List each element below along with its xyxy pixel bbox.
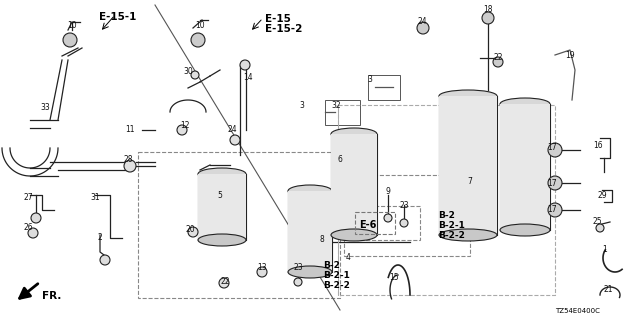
Circle shape [100,255,110,265]
Text: 32: 32 [331,100,341,109]
Text: 25: 25 [592,218,602,227]
Bar [325,100,360,125]
Ellipse shape [198,168,246,180]
Ellipse shape [198,234,246,246]
Text: 23: 23 [293,263,303,273]
Circle shape [230,135,240,145]
Circle shape [257,267,267,277]
Text: B-2-1: B-2-1 [323,271,350,280]
Text: 7: 7 [468,178,472,187]
Bar [500,104,550,230]
Circle shape [548,176,562,190]
Text: 1: 1 [603,245,607,254]
Bar [439,96,497,235]
Text: B-2: B-2 [323,261,340,270]
Circle shape [240,60,250,70]
Circle shape [417,22,429,34]
Circle shape [548,143,562,157]
Text: 22: 22 [220,277,230,286]
Text: B-2-2: B-2-2 [438,231,465,240]
Circle shape [177,125,187,135]
Text: 18: 18 [483,5,493,14]
Text: 3: 3 [367,76,372,84]
Text: 10: 10 [67,20,77,29]
Bar [355,212,395,234]
Text: 6: 6 [337,156,342,164]
Text: 17: 17 [547,179,557,188]
Circle shape [493,57,503,67]
Text: 11: 11 [125,125,135,134]
Text: 10: 10 [195,20,205,29]
Text: 21: 21 [604,285,612,294]
Ellipse shape [331,229,377,241]
Text: 12: 12 [180,121,189,130]
Text: 19: 19 [565,51,575,60]
Circle shape [219,278,229,288]
Text: E-15-1: E-15-1 [99,12,137,22]
Circle shape [31,213,41,223]
Text: 23: 23 [399,201,409,210]
Text: 4: 4 [346,253,351,262]
Text: 13: 13 [257,263,267,273]
Ellipse shape [331,128,377,140]
Text: 28: 28 [124,156,132,164]
Text: 27: 27 [23,194,33,203]
Circle shape [400,219,408,227]
Text: E-15: E-15 [265,14,291,24]
Text: 26: 26 [23,223,33,233]
Text: 9: 9 [385,188,390,196]
Circle shape [191,33,205,47]
Bar [198,174,246,240]
Text: 17: 17 [547,143,557,153]
Bar [138,152,340,298]
Bar [338,105,555,295]
Circle shape [596,224,604,232]
Circle shape [28,228,38,238]
Text: 24: 24 [227,125,237,134]
Ellipse shape [500,224,550,236]
Circle shape [124,160,136,172]
Circle shape [294,278,302,286]
Bar [331,134,377,235]
Ellipse shape [439,90,497,102]
Text: B-2: B-2 [438,211,455,220]
Text: 24: 24 [417,18,427,27]
Text: TZ54E0400C: TZ54E0400C [555,308,600,314]
Bar [368,75,400,100]
Ellipse shape [500,98,550,110]
Ellipse shape [288,266,332,278]
Bar [288,191,332,272]
Text: 20: 20 [185,226,195,235]
Circle shape [548,203,562,217]
Circle shape [482,12,494,24]
Text: 17: 17 [547,205,557,214]
Ellipse shape [288,185,332,197]
Text: 22: 22 [493,53,503,62]
Circle shape [188,227,198,237]
Text: 30: 30 [183,68,193,76]
Text: 29: 29 [597,190,607,199]
Text: 8: 8 [319,236,324,244]
Text: 5: 5 [218,190,223,199]
Text: E-15-2: E-15-2 [265,24,302,34]
Circle shape [63,33,77,47]
Circle shape [384,214,392,222]
Text: 15: 15 [389,274,399,283]
Text: 14: 14 [243,74,253,83]
Text: B-2-1: B-2-1 [438,221,465,230]
Text: 33: 33 [40,103,50,113]
Text: E-6: E-6 [359,220,377,230]
Text: 16: 16 [593,140,603,149]
Bar [344,175,470,256]
Text: B-2-2: B-2-2 [323,281,350,290]
Text: FR.: FR. [42,291,61,301]
Circle shape [191,71,199,79]
Ellipse shape [439,229,497,241]
Text: 3: 3 [300,100,305,109]
Text: 2: 2 [98,234,102,243]
Bar [357,206,420,240]
Text: 31: 31 [90,194,100,203]
